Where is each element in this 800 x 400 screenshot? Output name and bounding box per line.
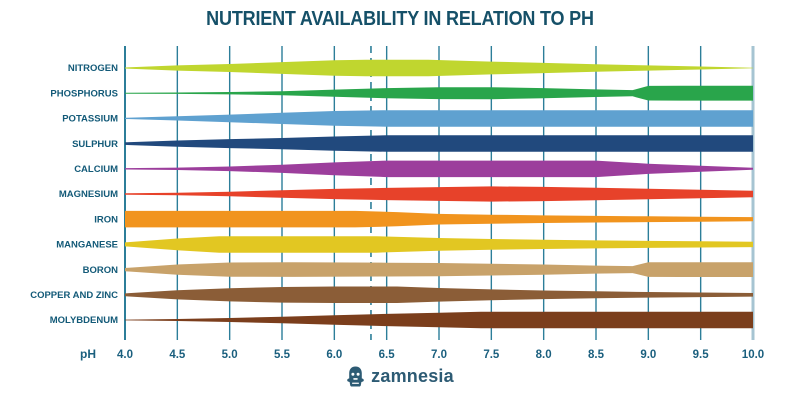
band-potassium [125, 110, 753, 127]
zamnesia-logo-text: zamnesia [371, 366, 454, 386]
zamnesia-logo: zamnesia [0, 366, 800, 387]
chart-title: NUTRIENT AVAILABILITY IN RELATION TO PH [206, 8, 594, 30]
ph-axis-label: pH [80, 347, 96, 361]
row-label-sulphur: SULPHUR [72, 139, 118, 150]
row-label-magnesium: MAGNESIUM [59, 189, 118, 200]
row-label-manganese: MANGANESE [56, 240, 118, 251]
band-nitrogen [125, 59, 753, 77]
tick-label-4-5: 4.5 [169, 349, 186, 361]
row-label-potassium: POTASSIUM [62, 114, 118, 125]
tick-label-8-5: 8.5 [588, 349, 605, 361]
tick-label-6-5: 6.5 [379, 349, 396, 361]
row-label-calcium: CALCIUM [74, 164, 118, 175]
row-label-boron: BORON [83, 265, 119, 276]
tick-label-5-0: 5.0 [222, 349, 238, 361]
band-calcium [125, 160, 753, 178]
tick-label-4-0: 4.0 [117, 349, 133, 361]
row-label-nitrogen: NITROGEN [68, 63, 118, 74]
chart-svg: NITROGEN PHOSPHORUS POTASSIUM SULPHUR CALCIU… [30, 46, 764, 361]
row-label-copper-and-zinc: COPPER AND ZINC [30, 290, 118, 301]
row-label-iron: IRON [94, 214, 118, 225]
tick-label-8-0: 8.0 [536, 349, 552, 361]
tick-label-10-0: 10.0 [742, 349, 764, 361]
band-magnesium [125, 186, 753, 202]
row-label-phosphorus: PHOSPHORUS [50, 88, 118, 99]
band-phosphorus [125, 85, 753, 101]
band-copper-and-zinc [125, 286, 753, 303]
band-molybdenum [125, 311, 753, 329]
tick-label-9-5: 9.5 [693, 349, 710, 361]
tick-label-5-5: 5.5 [274, 349, 291, 361]
tick-label-9-0: 9.0 [640, 349, 656, 361]
row-label-molybdenum: MOLYBDENUM [50, 315, 118, 326]
tick-label-7-0: 7.0 [431, 349, 447, 361]
band-boron [125, 262, 753, 277]
zamnesia-logo-icon [347, 366, 364, 387]
band-sulphur [125, 135, 753, 152]
band-iron [125, 210, 753, 228]
band-manganese [125, 236, 753, 253]
tick-label-6-0: 6.0 [326, 349, 342, 361]
tick-label-7-5: 7.5 [483, 349, 500, 361]
